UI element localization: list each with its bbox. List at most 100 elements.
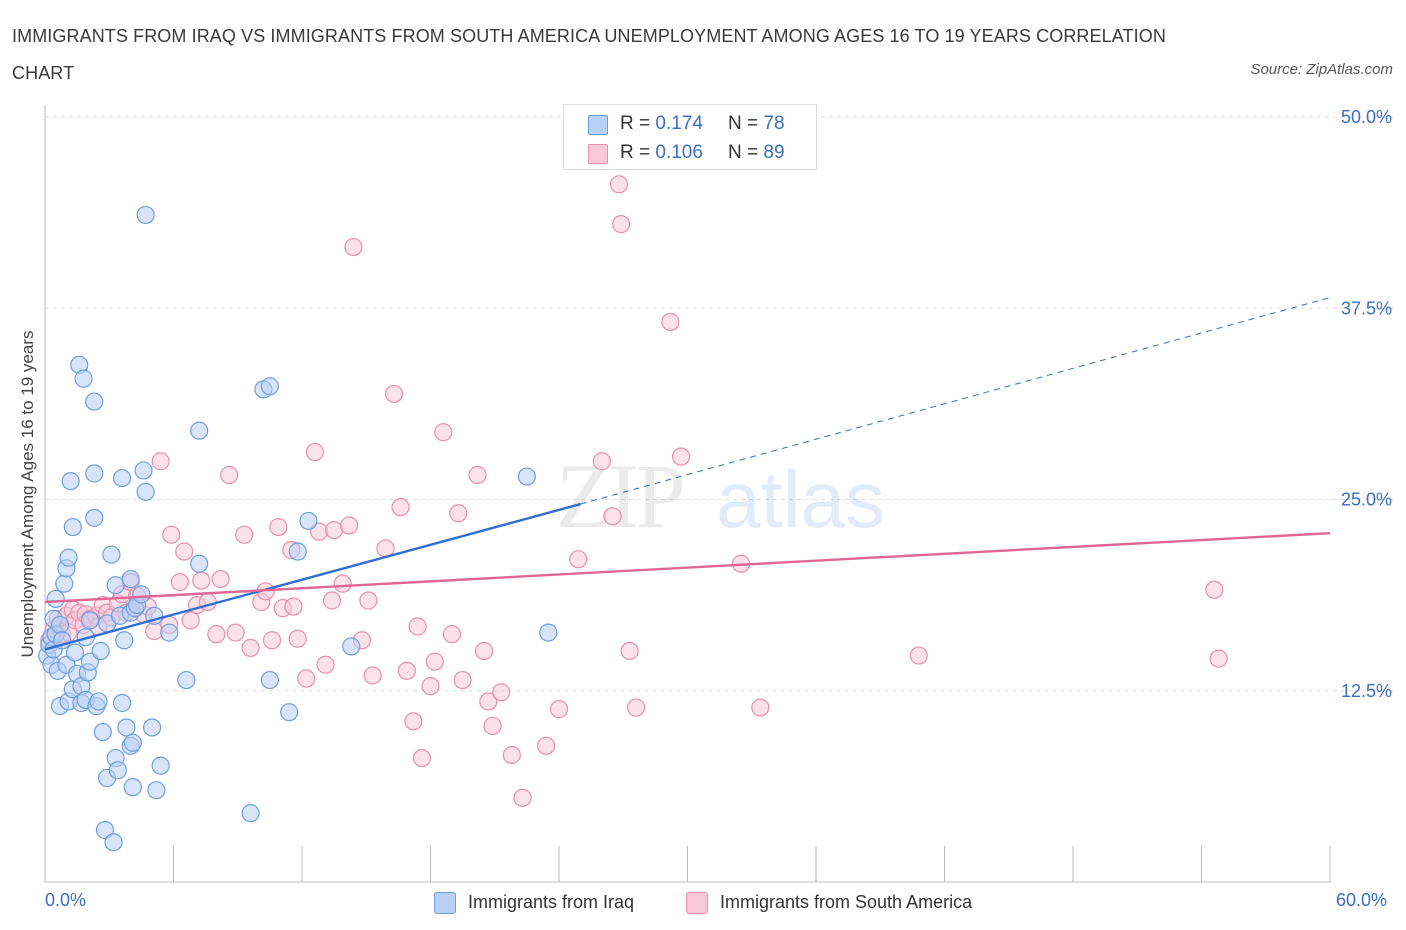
y-tick-label-3: 50.0% bbox=[1341, 107, 1392, 127]
south-america-point-38 bbox=[235, 525, 254, 544]
south-america-point-77 bbox=[492, 683, 511, 702]
south-america-point-66 bbox=[412, 748, 432, 768]
south-america-point-68 bbox=[425, 652, 444, 671]
watermark: ZIP atlas bbox=[556, 445, 885, 547]
trend-line-iraq bbox=[44, 502, 581, 651]
south-america-point-42 bbox=[262, 631, 282, 650]
south-america-point-74 bbox=[474, 641, 494, 661]
south-america-point-51 bbox=[316, 655, 335, 674]
south-america-point-56 bbox=[344, 237, 363, 257]
legend-label-south-america: Immigrants from South America bbox=[720, 892, 973, 912]
iraq-point-78 bbox=[517, 467, 536, 486]
n-value-south-america: 89 bbox=[763, 142, 785, 163]
south-america-point-87 bbox=[620, 641, 639, 661]
y-axis-label: Unemployment Among Ages 16 to 19 years bbox=[18, 330, 37, 658]
n-label: N = bbox=[728, 142, 764, 163]
south-america-point-84 bbox=[603, 507, 622, 526]
iraq-point-54 bbox=[123, 778, 142, 797]
south-america-point-86 bbox=[612, 215, 631, 234]
iraq-point-47 bbox=[112, 468, 132, 488]
south-america-point-70 bbox=[442, 625, 462, 644]
south-america-point-29 bbox=[175, 542, 194, 561]
south-america-point-55 bbox=[340, 516, 359, 535]
iraq-point-31 bbox=[85, 392, 104, 411]
iraq-point-73 bbox=[260, 670, 279, 690]
iraq-point-69 bbox=[190, 554, 209, 573]
r-value-iraq: 0.174 bbox=[655, 113, 703, 134]
south-america-point-72 bbox=[453, 670, 472, 690]
south-america-point-46 bbox=[284, 597, 303, 616]
south-america-point-58 bbox=[359, 591, 378, 610]
south-america-point-59 bbox=[363, 666, 382, 685]
south-america-point-73 bbox=[468, 465, 487, 485]
south-america-point-39 bbox=[241, 638, 260, 658]
south-america-point-25 bbox=[151, 452, 170, 471]
iraq-point-42 bbox=[104, 833, 123, 852]
south-america-point-79 bbox=[513, 788, 532, 807]
south-america-point-81 bbox=[549, 700, 569, 719]
south-america-legend-swatch bbox=[686, 892, 708, 914]
south-america-point-83 bbox=[592, 452, 611, 471]
south-america-point-80 bbox=[537, 736, 556, 755]
series-iraq-points bbox=[38, 205, 558, 852]
y-tick-labels: 12.5% 25.0% 37.5% 50.0% bbox=[1341, 107, 1392, 701]
south-america-point-85 bbox=[609, 175, 629, 194]
south-america-point-71 bbox=[449, 504, 468, 523]
south-america-point-64 bbox=[404, 712, 423, 731]
grid-lines bbox=[45, 116, 1395, 692]
south-america-point-54 bbox=[333, 574, 352, 593]
south-america-point-62 bbox=[391, 498, 410, 517]
south-america-point-47 bbox=[288, 629, 307, 648]
iraq-point-75 bbox=[288, 542, 307, 561]
iraq-point-36 bbox=[91, 641, 110, 661]
south-america-point-90 bbox=[671, 447, 691, 466]
y-tick-label-1: 25.0% bbox=[1341, 490, 1392, 510]
south-america-point-37 bbox=[226, 623, 245, 642]
iraq-point-74 bbox=[280, 703, 299, 722]
south-america-point-93 bbox=[909, 646, 928, 665]
south-america-point-27 bbox=[162, 525, 181, 544]
iraq-point-60 bbox=[136, 482, 155, 501]
south-america-point-48 bbox=[297, 669, 316, 688]
iraq-point-41 bbox=[102, 545, 121, 564]
south-america-point-88 bbox=[626, 698, 646, 717]
south-america-point-34 bbox=[207, 625, 226, 644]
south-america-point-43 bbox=[269, 517, 288, 537]
iraq-point-15 bbox=[59, 548, 78, 567]
iraq-point-58 bbox=[132, 585, 151, 604]
iraq-point-62 bbox=[142, 718, 162, 737]
iraq-swatch bbox=[588, 115, 608, 135]
iraq-point-48 bbox=[112, 693, 132, 713]
south-america-point-30 bbox=[181, 611, 200, 630]
south-america-point-69 bbox=[434, 423, 453, 442]
legend-label-iraq: Immigrants from Iraq bbox=[468, 892, 635, 912]
iraq-point-45 bbox=[108, 761, 127, 780]
south-america-point-67 bbox=[421, 677, 440, 696]
iraq-point-20 bbox=[65, 643, 85, 662]
iraq-point-25 bbox=[74, 369, 93, 388]
south-america-swatch bbox=[588, 144, 608, 164]
south-america-point-63 bbox=[397, 661, 417, 680]
iraq-point-72 bbox=[260, 377, 279, 396]
iraq-point-52 bbox=[121, 569, 140, 589]
stats-legend: R = 0.174 N = 78 R = 0.106 N = 89 bbox=[563, 104, 817, 170]
south-america-point-53 bbox=[325, 520, 344, 540]
iraq-point-17 bbox=[61, 472, 80, 491]
chart-title: IMMIGRANTS FROM IRAQ VS IMMIGRANTS FROM … bbox=[12, 26, 1166, 83]
iraq-point-50 bbox=[117, 718, 136, 737]
iraq-point-59 bbox=[134, 461, 153, 480]
iraq-point-49 bbox=[115, 631, 134, 650]
iraq-point-76 bbox=[299, 511, 318, 531]
iraq-point-12 bbox=[55, 574, 74, 593]
south-america-point-61 bbox=[384, 384, 404, 404]
axes bbox=[44, 105, 1331, 883]
r-value-south-america: 0.106 bbox=[655, 142, 703, 163]
south-america-point-94 bbox=[1205, 580, 1224, 599]
x-tick-label-max: 60.0% bbox=[1336, 890, 1388, 910]
iraq-point-9 bbox=[50, 615, 70, 635]
iraq-point-70 bbox=[241, 804, 260, 823]
iraq-point-33 bbox=[85, 508, 104, 527]
iraq-point-67 bbox=[177, 670, 196, 690]
iraq-point-18 bbox=[63, 517, 82, 537]
